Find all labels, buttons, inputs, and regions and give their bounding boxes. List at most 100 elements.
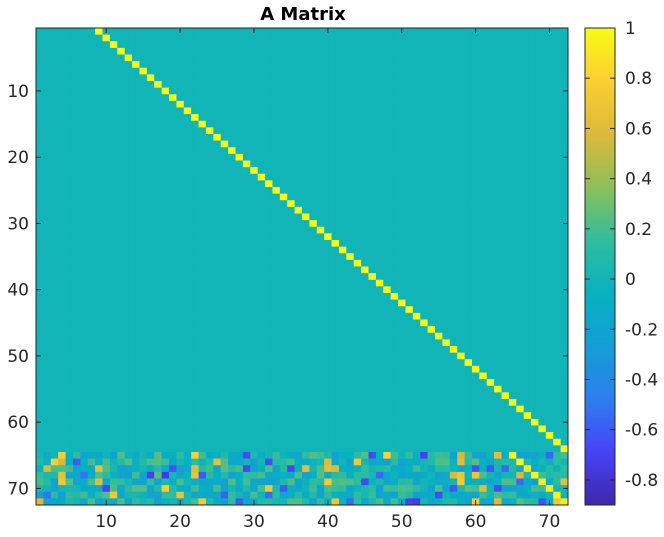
heatmap-cell xyxy=(109,193,118,201)
heatmap-cell xyxy=(95,405,103,413)
heatmap-cell xyxy=(309,167,318,175)
heatmap-cell xyxy=(72,100,81,108)
heatmap-cell xyxy=(353,34,362,42)
heatmap-cell xyxy=(545,127,554,135)
heatmap-cell xyxy=(501,34,510,42)
heatmap-cell xyxy=(220,418,229,426)
heatmap-cell xyxy=(309,438,318,446)
heatmap-cell xyxy=(109,392,118,400)
heatmap-cell xyxy=(183,445,192,453)
heatmap-cell xyxy=(58,452,66,459)
heatmap-cell xyxy=(302,54,310,62)
heatmap-cell xyxy=(294,114,303,122)
heatmap-cell xyxy=(501,61,510,69)
heatmap-cell xyxy=(309,187,318,194)
heatmap-cell xyxy=(117,319,126,327)
heatmap-cell xyxy=(154,81,162,88)
heatmap-cell xyxy=(508,372,517,380)
heatmap-cell xyxy=(72,34,81,42)
heatmap-cell xyxy=(220,319,229,327)
heatmap-cell xyxy=(169,399,177,406)
heatmap-cell xyxy=(235,213,244,221)
heatmap-cell xyxy=(442,326,451,334)
heatmap-cell xyxy=(368,61,377,69)
heatmap-cell xyxy=(346,67,355,75)
heatmap-cell xyxy=(479,465,488,473)
heatmap-cell xyxy=(523,299,532,307)
heatmap-cell xyxy=(220,134,229,141)
heatmap-cell xyxy=(146,226,155,234)
heatmap-cell xyxy=(538,259,547,267)
heatmap-cell xyxy=(279,425,288,433)
heatmap-cell xyxy=(405,359,414,367)
heatmap-cell xyxy=(228,167,236,175)
heatmap-cell xyxy=(302,465,310,473)
heatmap-cell xyxy=(242,34,251,42)
heatmap-cell xyxy=(235,478,244,486)
heatmap-cell xyxy=(486,100,495,108)
heatmap-cell xyxy=(383,432,392,440)
heatmap-cell xyxy=(72,47,81,55)
heatmap-cell xyxy=(464,81,473,88)
heatmap-cell xyxy=(169,319,177,327)
heatmap-cell xyxy=(501,293,510,300)
heatmap-cell xyxy=(220,452,229,459)
heatmap-cell xyxy=(205,246,214,254)
heatmap-cell xyxy=(87,372,96,380)
heatmap-cell xyxy=(324,319,332,327)
heatmap-cell xyxy=(316,140,325,148)
heatmap-cell xyxy=(368,432,377,440)
heatmap-cell xyxy=(132,266,140,274)
heatmap-cell xyxy=(412,120,421,128)
heatmap-cell xyxy=(471,392,480,400)
heatmap-cell xyxy=(154,372,162,380)
heatmap-cell xyxy=(154,346,162,353)
heatmap-cell xyxy=(553,286,561,294)
heatmap-cell xyxy=(58,173,66,181)
heatmap-cell xyxy=(176,47,185,55)
heatmap-cell xyxy=(117,34,126,42)
heatmap-cell xyxy=(457,392,465,400)
heatmap-cell xyxy=(80,213,89,221)
heatmap-cell xyxy=(95,286,103,294)
heatmap-cell xyxy=(383,279,392,287)
heatmap-cell xyxy=(324,134,332,141)
heatmap-cell xyxy=(471,452,480,459)
heatmap-cell xyxy=(316,167,325,175)
heatmap-cell xyxy=(72,120,81,128)
heatmap-cell xyxy=(80,107,89,115)
heatmap-cell xyxy=(124,405,133,413)
heatmap-cell xyxy=(235,319,244,327)
heatmap-cell xyxy=(228,412,236,420)
heatmap-cell xyxy=(435,299,443,307)
heatmap-cell xyxy=(176,160,185,168)
heatmap-cell xyxy=(205,326,214,334)
heatmap-cell xyxy=(338,127,347,135)
heatmap-cell xyxy=(435,114,443,122)
heatmap-cell xyxy=(132,359,140,367)
heatmap-cell xyxy=(516,67,525,75)
heatmap-cell xyxy=(205,279,214,287)
heatmap-cell xyxy=(398,120,406,128)
heatmap-cell xyxy=(353,233,362,241)
heatmap-cell xyxy=(228,28,236,35)
heatmap-cell xyxy=(479,173,488,181)
heatmap-cell xyxy=(213,266,222,274)
heatmap-cell xyxy=(501,259,510,267)
heatmap-cell xyxy=(531,41,539,49)
heatmap-cell xyxy=(545,379,554,387)
heatmap-cell xyxy=(538,458,547,466)
heatmap-cell xyxy=(516,47,525,55)
heatmap-cell xyxy=(494,74,502,82)
heatmap-cell xyxy=(65,392,74,400)
heatmap-cell xyxy=(302,392,310,400)
heatmap-cell xyxy=(154,134,162,141)
heatmap-cell xyxy=(442,286,451,294)
heatmap-cell xyxy=(302,140,310,148)
heatmap-cell xyxy=(560,34,569,42)
heatmap-cell xyxy=(457,306,465,314)
heatmap-cell xyxy=(95,478,103,486)
heatmap-cell xyxy=(442,253,451,261)
heatmap-cell xyxy=(124,213,133,221)
heatmap-cell xyxy=(531,458,539,466)
